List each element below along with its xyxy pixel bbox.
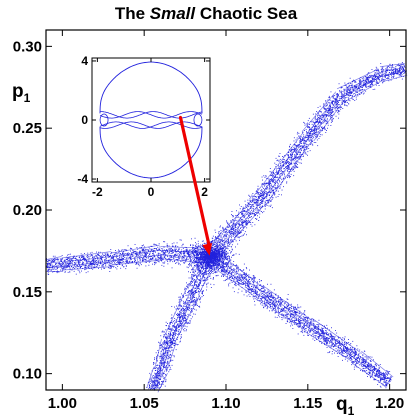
main-axis-ticks: 1.00 1.05 1.10 1.15 1.20 0.10 0.15 0.20 0.25 0.30 — [13, 30, 406, 412]
y-tick-label: 0.30 — [13, 38, 42, 55]
inset-lobe — [99, 61, 203, 114]
inset-x-tick-label: -2 — [92, 185, 103, 199]
inset-band — [99, 121, 203, 129]
x-tick-label: 1.00 — [48, 395, 77, 412]
inset-plot: -2 0 2 -4 0 4 — [60, 46, 220, 199]
arm-down — [146, 252, 220, 393]
x-tick-label: 1.10 — [211, 395, 240, 412]
arrow-head — [202, 243, 213, 256]
arm-upper-right — [199, 62, 408, 262]
inset-band — [99, 111, 203, 119]
arm-left — [45, 239, 211, 275]
arm-lower-right — [201, 247, 394, 389]
inset-side-loop — [99, 113, 109, 127]
chart-title: The Small Chaotic Sea — [115, 4, 298, 23]
chaotic-sea-scatter — [45, 62, 408, 393]
inset-lobe — [99, 126, 203, 179]
inset-axis-ticks: -2 0 2 -4 0 4 — [77, 54, 210, 199]
y-axis-label: p1 — [12, 81, 31, 105]
inset-band — [99, 121, 203, 129]
x-tick-label: 1.15 — [293, 395, 322, 412]
x-axis-label: q1 — [336, 394, 355, 415]
x-tick-label: 1.05 — [130, 395, 159, 412]
x-tick-label: 1.20 — [375, 395, 404, 412]
zoom-arrow — [178, 115, 213, 256]
inset-side-loop — [193, 113, 203, 127]
inset-x-tick-label: 0 — [148, 185, 155, 199]
y-tick-label: 0.15 — [13, 284, 42, 301]
arrow-shaft — [178, 115, 212, 250]
y-tick-label: 0.10 — [13, 366, 42, 383]
y-tick-label: 0.20 — [13, 202, 42, 219]
y-tick-label: 0.25 — [13, 120, 42, 137]
inset-x-tick-label: 2 — [201, 185, 208, 199]
inset-y-tick-label: -4 — [77, 172, 88, 186]
inset-band — [100, 111, 203, 119]
inset-orbit-curves — [99, 61, 203, 179]
inset-y-tick-label: 0 — [81, 113, 88, 127]
inset-y-tick-label: 4 — [81, 54, 88, 68]
